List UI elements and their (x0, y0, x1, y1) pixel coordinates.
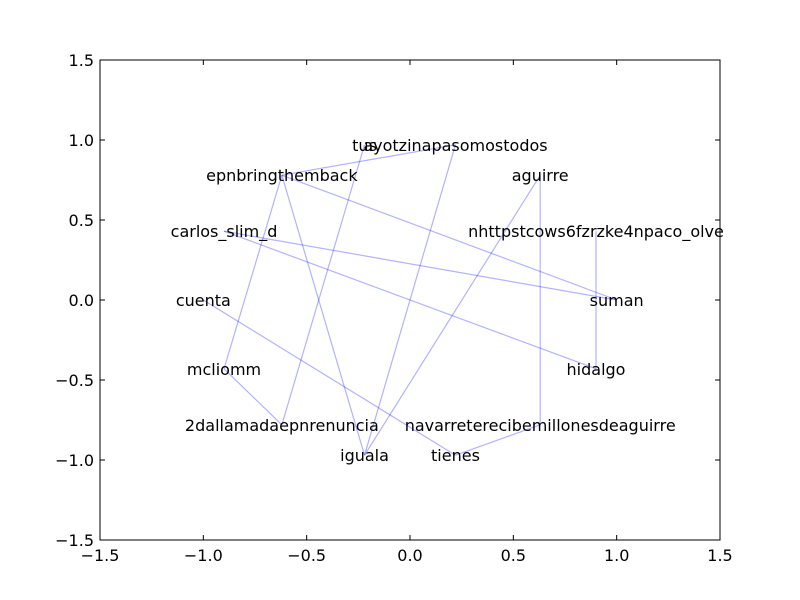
y-tick-label: −1.0 (55, 451, 94, 470)
node-label-tus: tus (352, 136, 377, 155)
edge-cuenta-tienes (203, 299, 456, 456)
node-label-mcliomm: mcliomm (187, 360, 261, 379)
x-tick-label: 0.5 (501, 546, 526, 565)
edge-ayotzinapasomostodos-iguala (363, 144, 457, 456)
node-label-suman: suman (590, 291, 644, 310)
edge-mcliomm-2dallamadaepnrenuncia (223, 368, 283, 426)
y-tick-label: −0.5 (55, 371, 94, 390)
edge-carlos_slim_d-suman (223, 230, 617, 301)
node-label-aguirre: aguirre (512, 166, 569, 185)
node-label-epnbringthemback: epnbringthemback (206, 166, 358, 185)
y-tick-label: 0.0 (69, 291, 94, 310)
x-tick-label: −0.5 (287, 546, 326, 565)
edge-epnbringthemback-mcliomm (223, 175, 283, 369)
edge-carlos_slim_d-hidalgo (223, 230, 597, 370)
node-label-navarreterecibemillonesdeaguirre: navarreterecibemillonesdeaguirre (405, 416, 676, 435)
node-label-tienes: tienes (431, 446, 480, 465)
node-label-2dallamadaepnrenuncia: 2dallamadaepnrenuncia (185, 416, 379, 435)
x-tick-label: −1.5 (81, 546, 120, 565)
edge-epnbringthemback-ayotzinapasomostodos (281, 144, 456, 176)
y-axis: −1.5 −1.0 −0.5 0.0 0.5 1.0 1.5 (55, 51, 720, 550)
y-tick-label: 1.5 (69, 51, 94, 70)
y-tick-label: −1.5 (55, 531, 94, 550)
x-tick-label: 1.0 (604, 546, 629, 565)
x-tick-label: −1.0 (184, 546, 223, 565)
edge-epnbringthemback-suman (281, 174, 617, 301)
edges-layer (203, 144, 617, 456)
node-label-nhttpstcows6fzrzke4npaco_olve: nhttpstcows6fzrzke4npaco_olve (468, 222, 724, 242)
x-tick-label: 1.5 (707, 546, 732, 565)
y-tick-label: 1.0 (69, 131, 94, 150)
node-label-hidalgo: hidalgo (567, 360, 626, 379)
edge-navarreterecibemillonesdeaguirre-tienes (455, 424, 541, 456)
edge-tus-2dallamadaepnrenuncia (281, 144, 366, 425)
edge-aguirre-iguala (364, 174, 541, 456)
node-label-iguala: iguala (340, 446, 389, 465)
node-label-carlos_slim_d: carlos_slim_d (171, 222, 278, 242)
node-label-ayotzinapasomostodos: ayotzinapasomostodos (363, 136, 547, 155)
x-axis: −1.5 −1.0 −0.5 0.0 0.5 1.0 1.5 (81, 60, 733, 565)
x-tick-label: 0.0 (397, 546, 422, 565)
node-label-cuenta: cuenta (176, 291, 231, 310)
y-tick-label: 0.5 (69, 211, 94, 230)
edge-epnbringthemback-iguala (281, 175, 366, 456)
